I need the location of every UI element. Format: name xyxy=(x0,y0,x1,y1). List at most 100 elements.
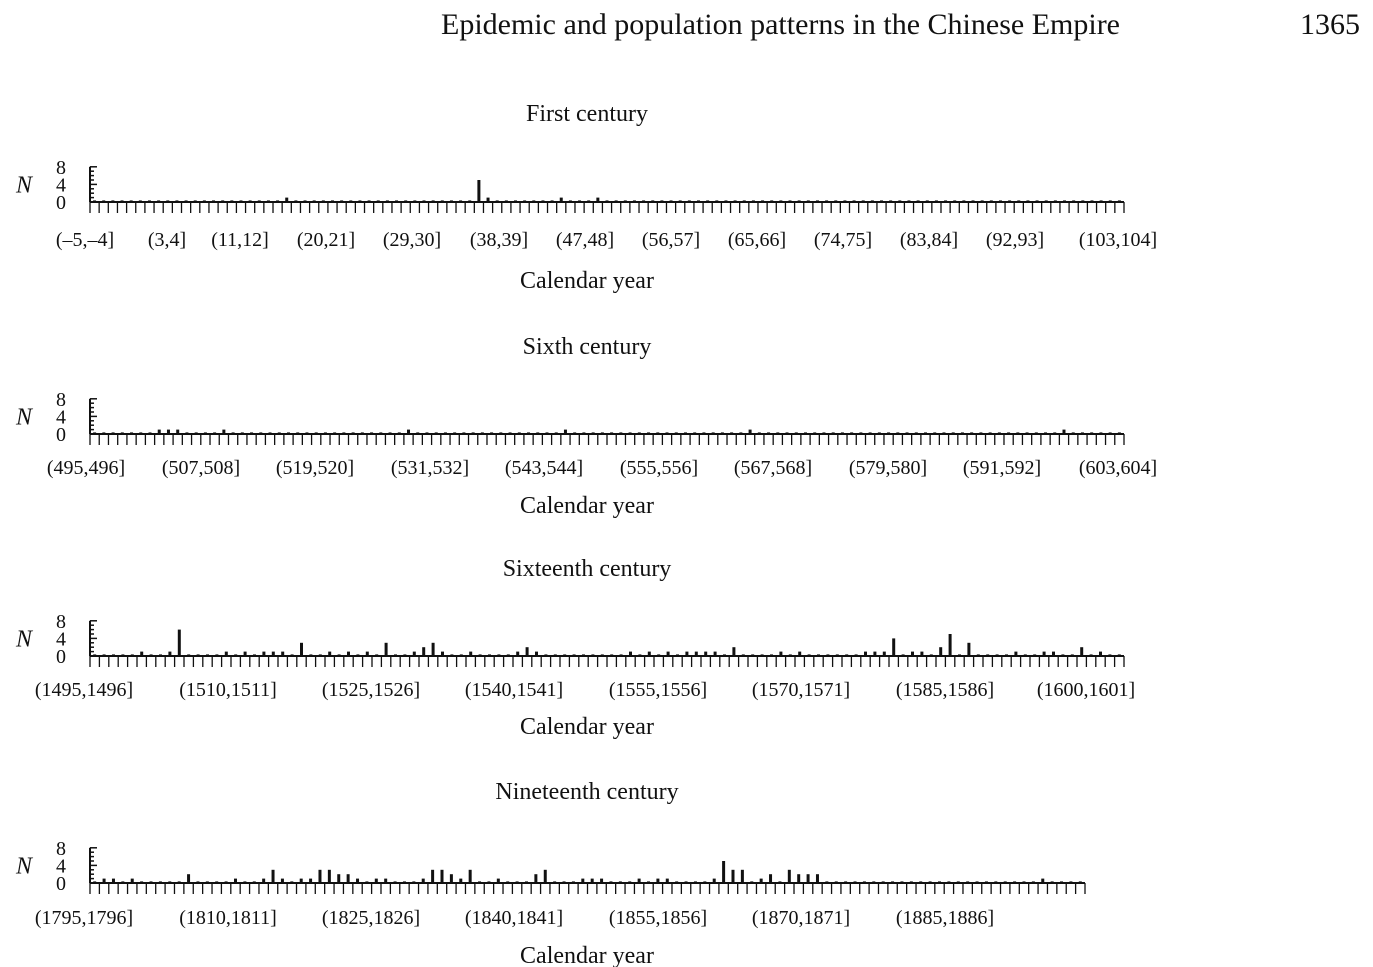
bar xyxy=(487,881,491,883)
bar xyxy=(1062,429,1066,434)
bar xyxy=(212,200,216,202)
x-tick-label: (83,84] xyxy=(900,229,958,251)
bar xyxy=(1013,881,1017,883)
y-tick-label: 0 xyxy=(56,873,66,895)
bar xyxy=(806,874,810,883)
bar xyxy=(757,432,761,434)
bar xyxy=(525,647,529,656)
bar xyxy=(93,654,97,656)
bar xyxy=(970,432,974,434)
bar xyxy=(845,654,849,656)
bar xyxy=(337,874,341,883)
bar xyxy=(638,654,642,656)
x-tick-label: (1840,1841] xyxy=(465,907,563,929)
bar xyxy=(147,200,151,202)
bar xyxy=(651,200,655,202)
bar xyxy=(715,200,719,202)
bar xyxy=(892,638,896,656)
bar xyxy=(478,881,482,883)
running-title: Epidemic and population patterns in the … xyxy=(441,8,1120,41)
bar xyxy=(431,869,435,883)
bar xyxy=(276,200,280,202)
bar xyxy=(929,654,933,656)
bar xyxy=(202,200,206,202)
y-tick-label: 4 xyxy=(56,406,66,428)
bar xyxy=(1081,200,1085,202)
bar xyxy=(431,200,435,202)
bar xyxy=(544,654,548,656)
bar xyxy=(215,654,219,656)
bar xyxy=(388,432,392,434)
x-tick-label: (1870,1871] xyxy=(752,907,850,929)
bar xyxy=(397,432,401,434)
bar xyxy=(563,429,567,434)
bar xyxy=(817,654,820,656)
bar xyxy=(342,432,346,434)
bar xyxy=(215,881,219,883)
bar xyxy=(642,200,646,202)
bar xyxy=(938,881,942,883)
bar xyxy=(129,200,133,202)
bar xyxy=(121,654,125,656)
bar xyxy=(770,654,773,656)
bar xyxy=(794,432,798,434)
bar xyxy=(230,200,234,202)
bar xyxy=(582,654,585,656)
bar xyxy=(1044,432,1048,434)
bar xyxy=(960,432,964,434)
bar xyxy=(93,881,97,883)
bar xyxy=(309,878,313,883)
bar xyxy=(761,200,765,202)
bar xyxy=(543,869,547,883)
bar xyxy=(120,432,124,434)
x-tick-label: (56,57] xyxy=(642,229,700,251)
bar xyxy=(882,651,886,656)
bar xyxy=(262,651,266,656)
bar xyxy=(1017,200,1021,202)
bar xyxy=(944,200,948,202)
bar xyxy=(233,878,237,883)
bar xyxy=(554,432,558,434)
bar xyxy=(600,432,604,434)
y-tick-label: 8 xyxy=(56,157,66,179)
bar xyxy=(844,881,848,883)
x-tick-label: (1885,1886] xyxy=(896,907,994,929)
bar xyxy=(384,642,388,656)
chart-title: Sixteenth century xyxy=(503,556,672,582)
bar xyxy=(1060,881,1064,883)
bar xyxy=(550,200,554,202)
bar xyxy=(815,200,819,202)
bar xyxy=(731,869,735,883)
bar xyxy=(421,878,425,883)
bar xyxy=(909,881,913,883)
bar xyxy=(647,881,651,883)
bar xyxy=(130,654,134,656)
bar xyxy=(984,881,988,883)
bar xyxy=(1063,200,1067,202)
bar xyxy=(742,200,746,202)
bar xyxy=(697,200,701,202)
bar xyxy=(224,881,228,883)
bar xyxy=(571,881,575,883)
bar xyxy=(619,654,623,656)
bar xyxy=(864,651,867,656)
bar xyxy=(559,197,563,202)
bar xyxy=(385,200,389,202)
bar xyxy=(986,654,990,656)
bar xyxy=(713,651,717,656)
bar xyxy=(868,432,872,434)
bar xyxy=(971,200,975,202)
bar xyxy=(148,432,152,434)
bar xyxy=(948,634,952,656)
bar xyxy=(553,881,557,883)
y-tick-label: 8 xyxy=(56,838,66,860)
bar xyxy=(299,878,303,883)
bar xyxy=(323,432,327,434)
bar xyxy=(175,200,179,202)
bar xyxy=(250,432,254,434)
bar xyxy=(422,200,426,202)
bar xyxy=(480,432,484,434)
bar xyxy=(541,200,545,202)
bar xyxy=(305,432,309,434)
